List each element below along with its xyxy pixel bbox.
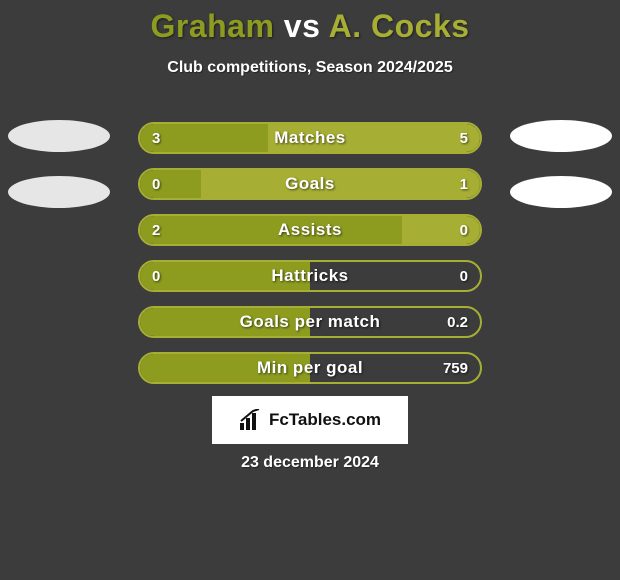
stat-rows: 35Matches 01Goals 20Assists 00Hattricks 0.2G… [138,122,482,384]
avatar-player2 [510,120,612,152]
stat-row: 00Hattricks [138,260,482,292]
stat-row: 35Matches [138,122,482,154]
fctables-icon [239,409,263,431]
stat-row: 759Min per goal [138,352,482,384]
player1-name: Graham [150,8,274,44]
comparison-title: Graham vs A. Cocks [0,0,620,45]
stat-label: Goals [140,170,480,198]
stat-label: Hattricks [140,262,480,290]
stat-label: Min per goal [140,354,480,382]
stat-label: Matches [140,124,480,152]
subtitle: Club competitions, Season 2024/2025 [0,59,620,77]
avatar-team1 [8,176,110,208]
stat-row: 0.2Goals per match [138,306,482,338]
avatar-col-left [8,120,110,208]
footer-date: 23 december 2024 [0,454,620,472]
avatar-player1 [8,120,110,152]
fctables-label: FcTables.com [269,410,381,430]
stat-row: 01Goals [138,168,482,200]
fctables-badge: FcTables.com [212,396,408,444]
stat-label: Assists [140,216,480,244]
vs-separator: vs [284,8,321,44]
avatar-col-right [510,120,612,208]
stat-label: Goals per match [140,308,480,336]
player2-name: A. Cocks [329,8,470,44]
stat-row: 20Assists [138,214,482,246]
avatar-team2 [510,176,612,208]
